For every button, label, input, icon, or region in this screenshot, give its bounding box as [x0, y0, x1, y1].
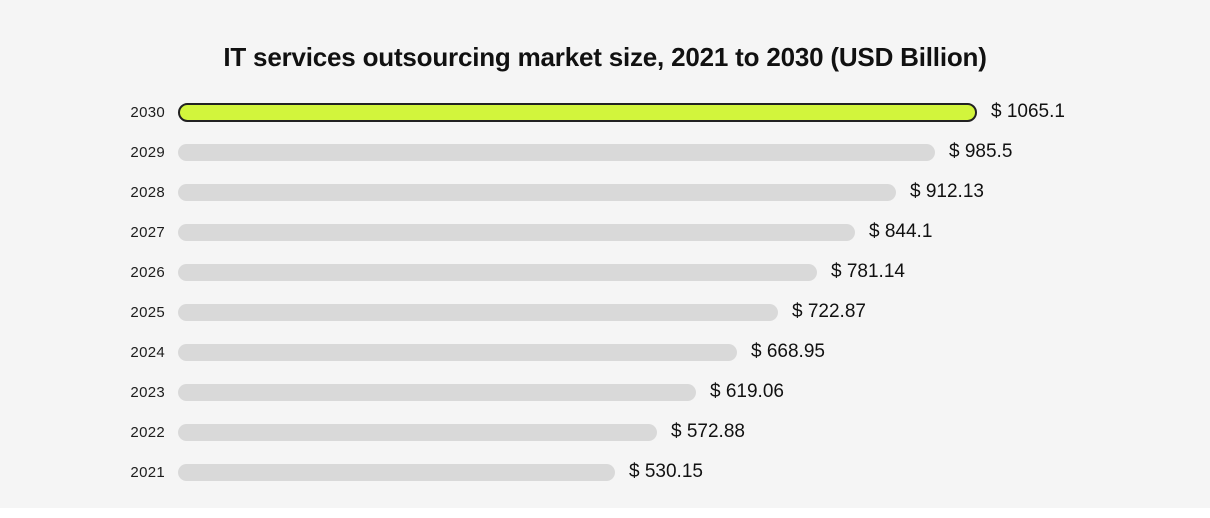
- value-label: $ 668.95: [751, 341, 825, 362]
- value-label: $ 781.14: [831, 261, 905, 282]
- bar: [178, 143, 935, 161]
- year-label: 2030: [130, 103, 165, 121]
- value-label: $ 1065.1: [991, 101, 1065, 122]
- bar: [178, 383, 696, 401]
- bar-row: 2024 $ 668.95: [0, 332, 1210, 372]
- bottom-strip: [0, 508, 1210, 518]
- bar-row: 2025 $ 722.87: [0, 292, 1210, 332]
- bar: [178, 263, 817, 281]
- bar: [178, 343, 737, 361]
- bar-row: 2029 $ 985.5: [0, 132, 1210, 172]
- bar: [178, 463, 615, 481]
- value-label: $ 572.88: [671, 421, 745, 442]
- value-label: $ 619.06: [710, 381, 784, 402]
- year-label: 2024: [130, 343, 165, 361]
- value-label: $ 912.13: [910, 181, 984, 202]
- year-label: 2025: [130, 303, 165, 321]
- value-label: $ 530.15: [629, 461, 703, 482]
- bar-row: 2022 $ 572.88: [0, 412, 1210, 452]
- value-label: $ 844.1: [869, 221, 933, 242]
- bar: [178, 183, 896, 201]
- year-label: 2029: [130, 143, 165, 161]
- bar: [178, 303, 778, 321]
- bar-row: 2028 $ 912.13: [0, 172, 1210, 212]
- year-label: 2028: [130, 183, 165, 201]
- year-label: 2023: [130, 383, 165, 401]
- bar-row: 2021 $ 530.15: [0, 452, 1210, 492]
- value-label: $ 985.5: [949, 141, 1013, 162]
- value-label: $ 722.87: [792, 301, 866, 322]
- bar-row: 2026 $ 781.14: [0, 252, 1210, 292]
- bar-chart: 2030 $ 1065.1 2029 $ 985.5 2028 $ 912.13…: [0, 92, 1210, 492]
- bar-row: 2027 $ 844.1: [0, 212, 1210, 252]
- year-label: 2027: [130, 223, 165, 241]
- bar: [178, 223, 855, 241]
- chart-title: IT services outsourcing market size, 202…: [223, 42, 987, 72]
- bar: [178, 102, 977, 122]
- bar-row: 2030 $ 1065.1: [0, 92, 1210, 132]
- year-label: 2021: [130, 463, 165, 481]
- bar-row: 2023 $ 619.06: [0, 372, 1210, 412]
- year-label: 2026: [130, 263, 165, 281]
- year-label: 2022: [130, 423, 165, 441]
- bar: [178, 423, 657, 441]
